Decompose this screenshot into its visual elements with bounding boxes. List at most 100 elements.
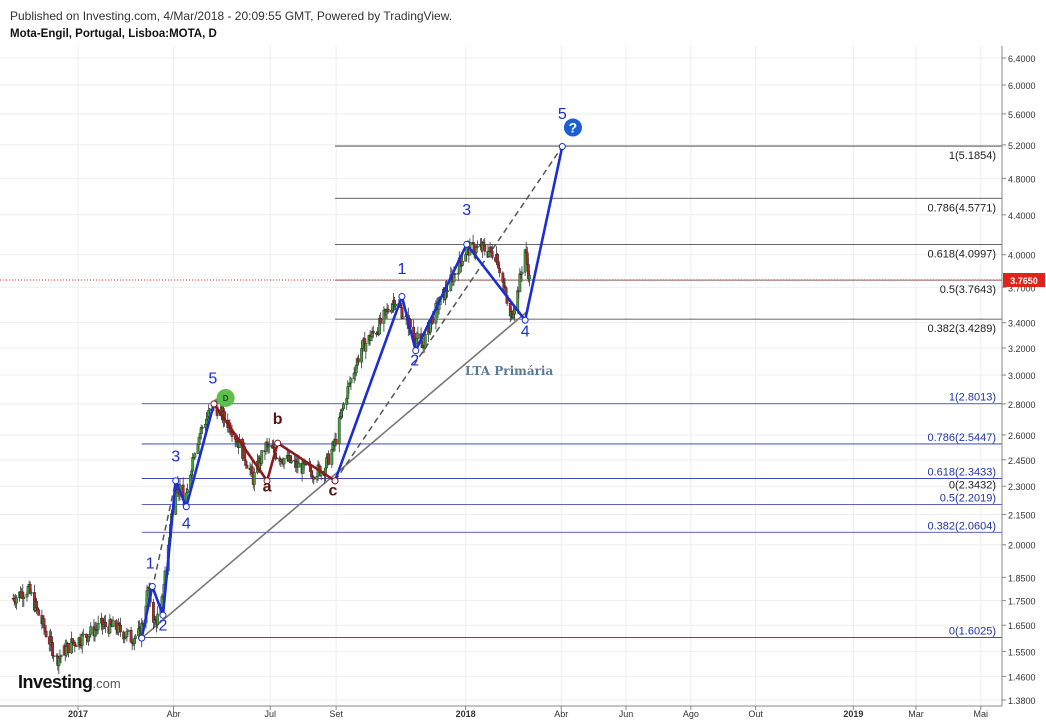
channel-line <box>140 480 177 639</box>
candle-body <box>342 404 345 409</box>
wave-label: 1 <box>146 555 155 572</box>
candle-body <box>327 453 331 465</box>
wave-pivot <box>263 477 271 485</box>
y-tick-label: 1.4600 <box>1008 672 1036 682</box>
candle-body <box>67 642 70 654</box>
wave-label: 1 <box>397 261 406 278</box>
wave-label: 5 <box>208 371 217 388</box>
wave-pivot <box>398 292 406 300</box>
dividend-marker-icon <box>216 388 235 407</box>
wave-label: 3 <box>462 202 471 219</box>
trendline <box>141 309 529 639</box>
fib-level-label: 0.5(3.7643) <box>940 284 996 296</box>
wave-pivot <box>412 347 420 355</box>
candle-body <box>394 304 397 307</box>
candle-body <box>29 592 33 594</box>
wave-pivot <box>138 634 146 642</box>
candle-body <box>483 244 487 252</box>
candle-body <box>81 633 85 636</box>
x-tick-label: Jul <box>264 709 276 719</box>
current-price-tag <box>1003 273 1045 288</box>
candle-body <box>191 457 195 472</box>
marker-label: ? <box>569 120 578 136</box>
y-tick-label: 3.7000 <box>1008 283 1036 293</box>
y-tick-label: 6.0000 <box>1008 81 1036 91</box>
y-tick-label: 5.2000 <box>1008 141 1036 151</box>
y-tick-label: 3.4000 <box>1008 319 1036 329</box>
candle-body <box>371 331 375 334</box>
fib-level-label: 1(2.8013) <box>949 392 996 404</box>
wave-pivot <box>521 316 529 324</box>
wave-pivot <box>148 582 156 590</box>
fib-level-label: 0.5(2.2019) <box>940 492 996 504</box>
candle-body <box>193 453 197 458</box>
marker-label: D <box>223 394 229 403</box>
candle-body <box>185 489 189 494</box>
fib-level-label: 0(2.3432) <box>949 479 996 491</box>
axes-layer: 6.4000 6.0000 5.6000 5.2000 4.8000 4.4000 4.00… <box>0 46 1045 719</box>
investing-logo: Investing.com <box>18 672 121 692</box>
y-tick-label: 6.4000 <box>1008 54 1036 64</box>
question-marker-icon <box>563 118 582 137</box>
impulse-wave <box>140 403 216 639</box>
y-tick-label: 1.7500 <box>1008 597 1036 607</box>
candle-body <box>245 464 249 469</box>
candle-body <box>475 246 479 248</box>
symbol-title: Mota-Engil, Portugal, Lisboa:MOTA, D <box>10 28 217 40</box>
candle-body <box>104 621 108 627</box>
candle-body <box>44 630 48 637</box>
y-tick-label: 1.5500 <box>1008 647 1036 657</box>
candle-body <box>37 609 41 616</box>
wave-label: c <box>328 482 337 499</box>
candle-body <box>461 261 464 266</box>
wave-label: 4 <box>182 515 191 532</box>
candle-body <box>446 290 450 293</box>
candle-body <box>208 408 212 411</box>
candle-body <box>14 597 18 604</box>
candle-body <box>527 274 531 280</box>
x-tick-label: Mai <box>974 709 989 719</box>
candle-body <box>230 432 234 437</box>
candle-body <box>267 444 271 448</box>
candle-body <box>290 460 293 463</box>
wave-pivot <box>210 400 218 408</box>
candle-body <box>453 273 457 275</box>
wave-pivot <box>159 611 167 619</box>
candle-body <box>260 450 264 464</box>
x-tick-label: Abr <box>167 709 181 719</box>
impulse-wave <box>333 146 564 482</box>
candle-body <box>423 334 427 349</box>
candle-body <box>334 439 338 445</box>
candle-body <box>252 472 256 485</box>
candle-body <box>386 308 390 313</box>
wave-pivot <box>274 439 282 447</box>
y-tick-label: 2.0000 <box>1008 541 1036 551</box>
wave-label: b <box>273 411 283 428</box>
chart-grid <box>0 46 1002 706</box>
y-tick-label: 2.8000 <box>1008 400 1036 410</box>
candle-body <box>119 624 122 633</box>
candle-body <box>22 596 26 599</box>
candle-body <box>133 635 137 639</box>
x-tick-label: Set <box>329 709 343 719</box>
candle-body <box>364 343 368 352</box>
candle-body <box>111 620 115 627</box>
candle-body <box>379 318 383 324</box>
y-tick-label: 1.3800 <box>1008 696 1036 706</box>
y-tick-label: 5.6000 <box>1008 110 1036 120</box>
wave-label: 4 <box>521 323 530 340</box>
trendline-layer: LTA Primária <box>140 146 563 639</box>
candle-body <box>96 623 100 630</box>
wave-pivot <box>331 477 339 485</box>
candle-body <box>520 271 524 275</box>
x-tick-label: 2018 <box>456 709 476 719</box>
y-tick-label: 4.0000 <box>1008 251 1036 261</box>
fibonacci-levels: 1(5.1854) 0.786(4.5771) 0.618(4.0997) 0.5(3… <box>0 145 1002 638</box>
candle-body <box>297 462 301 468</box>
corrective-wave <box>212 403 336 483</box>
x-tick-label: Ago <box>683 709 699 719</box>
x-tick-label: Jun <box>619 709 634 719</box>
wave-label: a <box>263 479 272 496</box>
